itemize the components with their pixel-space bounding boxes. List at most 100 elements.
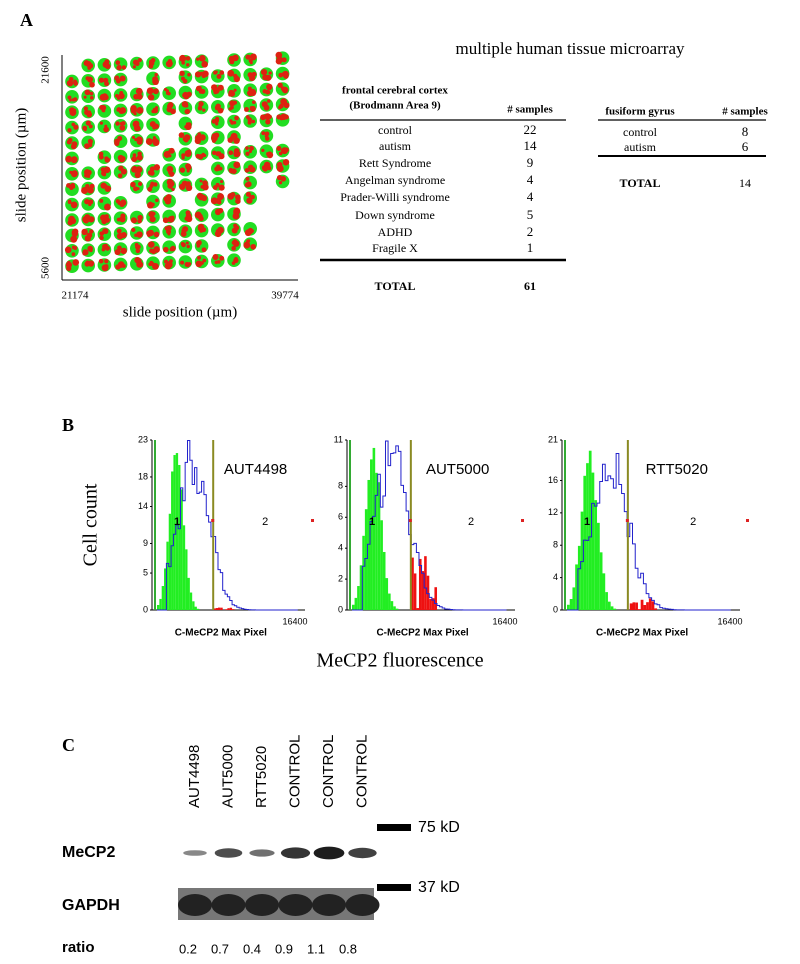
tissue-core-spot: [229, 105, 234, 110]
gate-marker: [211, 519, 215, 522]
tissue-core-spot: [150, 181, 155, 186]
tissue-core-spot: [216, 73, 222, 79]
tissue-core-spot: [71, 122, 76, 127]
tissue-core-spot: [249, 168, 253, 173]
tissue-core-spot: [133, 186, 138, 192]
tissue-core-spot: [184, 108, 190, 115]
histogram-bar: [651, 601, 655, 610]
tissue-core-spot: [214, 70, 218, 74]
tissue-core-spot: [234, 115, 239, 121]
tissue-core-spot: [186, 244, 190, 249]
tissue-core-spot: [136, 126, 141, 131]
tissue-core-spot: [235, 198, 241, 204]
x-tick-label: 16400: [492, 616, 517, 626]
table-header: frontal cerebral cortex: [342, 85, 448, 97]
tissue-core-spot: [199, 179, 203, 183]
tissue-core-spot: [186, 91, 192, 97]
histogram-bar: [175, 453, 179, 610]
histogram-bar: [352, 604, 355, 610]
table-total: 14: [739, 176, 751, 190]
tissue-core-spot: [69, 170, 73, 174]
histogram-bar: [187, 577, 190, 610]
gate-marker: [625, 519, 629, 522]
table-total: TOTAL: [375, 279, 416, 293]
histogram-bar: [599, 552, 603, 610]
tissue-core-spot: [120, 168, 127, 175]
tissue-core-spot: [89, 82, 94, 87]
tissue-core-spot: [228, 167, 234, 173]
table-cell: Angelman syndrome: [345, 173, 445, 187]
table-header: fusiform gyrus: [605, 106, 675, 118]
y-tick-label: 11: [334, 434, 343, 444]
tissue-core-spot: [136, 154, 143, 161]
gate-marker: [521, 519, 524, 522]
tissue-core-spot: [180, 260, 185, 265]
histogram-bar: [213, 608, 216, 610]
tissue-core-spot: [148, 241, 155, 248]
histogram-bar: [421, 571, 425, 610]
tissue-core-spot: [131, 156, 138, 163]
tissue-core-spot: [155, 106, 159, 110]
tissue-core-spot: [67, 128, 72, 133]
tissue-core-spot: [153, 164, 161, 171]
histogram-bar: [424, 556, 427, 610]
table-cell: autism: [379, 139, 412, 153]
tissue-core-spot: [89, 229, 94, 234]
gate-marker: [746, 519, 749, 522]
tissue-core-spot: [202, 70, 209, 78]
tissue-core-spot: [211, 119, 217, 124]
tissue-core-spot: [220, 180, 224, 184]
tissue-core-spot: [137, 261, 144, 268]
tissue-core-spot: [135, 87, 143, 95]
table-cell: 6: [742, 139, 749, 154]
tissue-core-spot: [104, 156, 109, 161]
tissue-core-spot: [67, 260, 71, 265]
tissue-core-spot: [136, 136, 143, 144]
tissue-core-spot: [130, 105, 137, 112]
tissue-core-spot: [116, 65, 122, 71]
histogram-bar: [411, 557, 414, 610]
marker-label: 37 kD: [418, 879, 460, 896]
ratio-value: 0.7: [211, 941, 229, 956]
tissue-core-spot: [85, 120, 91, 126]
tissue-core-spot: [261, 131, 266, 136]
histogram-bar: [575, 564, 578, 610]
tissue-core-spot: [70, 156, 78, 164]
tissue-core-spot: [132, 65, 136, 69]
table-header: (Brodmann Area 9): [349, 100, 441, 112]
x-axis-label: MeCP2 fluorescence: [316, 650, 483, 672]
tissue-core-spot: [266, 99, 271, 103]
histogram-bar: [577, 545, 581, 610]
tissue-core-spot: [261, 101, 268, 108]
gate-label: 1: [174, 516, 180, 528]
table-total: TOTAL: [620, 176, 661, 190]
histogram-bar: [359, 565, 363, 610]
tissue-core-spot: [104, 63, 111, 70]
gapdh-band: [211, 894, 246, 916]
tissue-core-spot: [119, 107, 127, 114]
tissue-core-spot: [147, 201, 154, 209]
tissue-core-spot: [71, 252, 76, 256]
histogram-bar: [583, 475, 587, 610]
x-axis-label: C-MeCP2 Max Pixel: [175, 628, 267, 639]
tissue-core-spot: [186, 63, 190, 67]
x-tick-label: 16400: [282, 616, 307, 626]
tissue-core-spot: [194, 71, 202, 78]
tissue-core-spot: [101, 264, 109, 272]
tissue-core-spot: [115, 60, 121, 65]
tissue-core-spot: [163, 87, 168, 92]
tissue-core-spot: [153, 246, 160, 253]
histogram-bar: [393, 606, 396, 610]
tissue-core-spot: [99, 235, 104, 241]
tissue-core-spot: [87, 142, 93, 148]
histogram-bar: [385, 578, 389, 610]
tissue-core-spot: [85, 183, 90, 189]
tissue-core-spot: [67, 200, 72, 205]
tissue-core-spot: [167, 232, 171, 236]
tissue-core-spot: [196, 244, 201, 248]
tissue-core-spot: [131, 227, 136, 233]
gate-marker: [311, 519, 314, 522]
ratio-value: 0.2: [179, 941, 197, 956]
histogram-bar: [602, 573, 606, 610]
table-cell: 22: [524, 122, 537, 137]
